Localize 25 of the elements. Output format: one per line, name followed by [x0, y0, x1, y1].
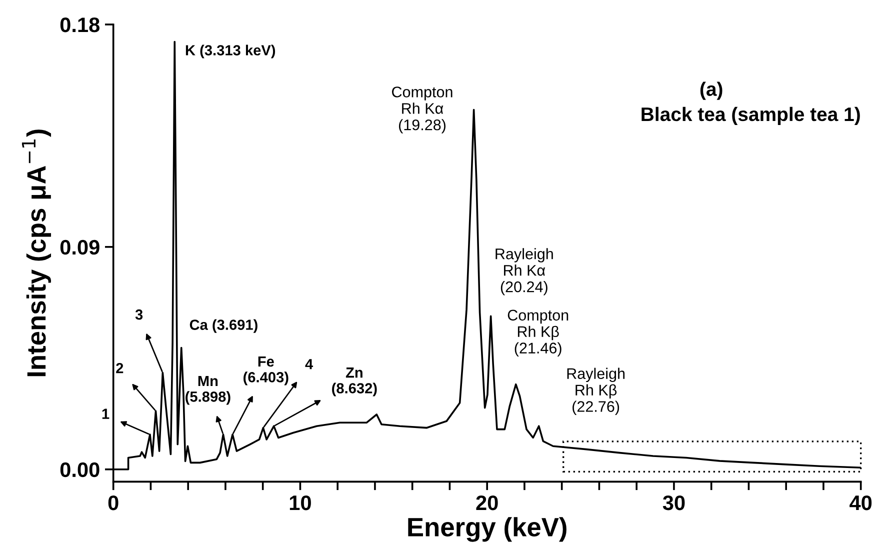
y-tick-label: 0.09 [60, 240, 100, 255]
annotation: Rayleigh Rh Kα (20.24) [496, 248, 553, 296]
x-tick-label: 30 [662, 495, 685, 510]
y-tick-label: 0.00 [60, 462, 100, 478]
x-tick-label: 10 [290, 495, 311, 510]
x-tick-label: 40 [850, 495, 872, 510]
x-tick-label: 20 [476, 495, 498, 510]
annotation: 3 [135, 309, 143, 320]
annotation: Compton Rh Kα (19.28) [392, 86, 452, 134]
text: Black tea (sample tea 1) [642, 106, 860, 125]
annotation: Compton Rh Kβ (21.46) [508, 310, 568, 357]
x-tick-label: 0 [108, 495, 118, 510]
annotation: Zn (8.632) [332, 368, 377, 396]
y-axis-title: Intensity (cps μA$^{−1}$) [22, 130, 52, 376]
annotation: Mn (5.898) [186, 376, 230, 405]
annotation: Fe (6.403) [244, 356, 288, 386]
y-tick-label: 0.18 [60, 17, 100, 32]
x-axis-title: Energy (keV) [408, 517, 566, 542]
text: (a) [700, 82, 722, 100]
annotation: 2 [116, 362, 124, 374]
annotation: 4 [305, 359, 314, 370]
annotation: K (3.313 keV) [186, 44, 276, 58]
annotation: 1 [102, 408, 110, 419]
annotation: Ca (3.691) [190, 319, 258, 333]
annotation: Rayleigh Rh Kβ (22.76) [567, 368, 625, 415]
